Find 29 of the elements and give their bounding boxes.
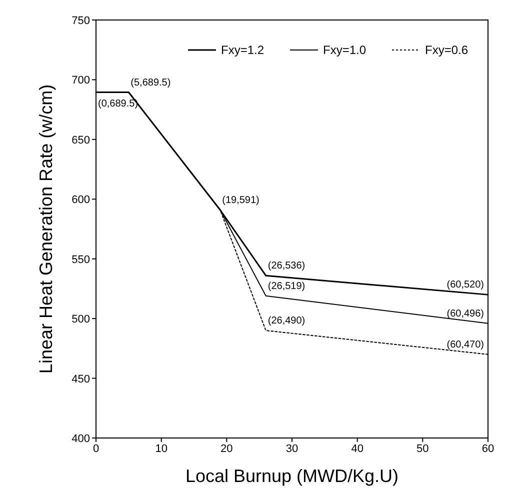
y-tick-label: 500 bbox=[72, 314, 90, 326]
x-axis-title: Local Burnup (MWD/Kg.U) bbox=[185, 466, 399, 486]
annotation: (0,689.5) bbox=[98, 98, 138, 110]
legend-label: Fxy=1.2 bbox=[221, 43, 264, 57]
y-tick-label: 550 bbox=[72, 254, 90, 266]
annotation: (60,496) bbox=[446, 308, 484, 320]
y-tick-label: 700 bbox=[72, 74, 90, 87]
annotation: (26,490) bbox=[268, 316, 306, 327]
annotation: (5,689.5) bbox=[130, 77, 171, 88]
annotation: (60,470) bbox=[446, 339, 484, 350]
x-tick-label: 10 bbox=[155, 443, 168, 455]
legend-label: Fxy=0.6 bbox=[425, 43, 468, 57]
y-tick-label: 650 bbox=[72, 134, 90, 146]
y-axis-title: Linear Heat Generation Rate (w/cm) bbox=[36, 84, 56, 374]
annotation: (60,520) bbox=[446, 280, 484, 291]
x-tick-label: 40 bbox=[351, 443, 364, 455]
y-tick-label: 600 bbox=[72, 194, 90, 206]
y-tick-label: 400 bbox=[72, 433, 90, 445]
x-tick-label: 20 bbox=[220, 443, 233, 455]
x-tick-label: 30 bbox=[286, 443, 298, 455]
x-tick-label: 60 bbox=[482, 443, 494, 455]
y-tick-label: 450 bbox=[72, 373, 90, 386]
annotation: (26,536) bbox=[268, 260, 306, 272]
annotation: (19,591) bbox=[222, 194, 260, 206]
x-tick-label: 50 bbox=[416, 443, 429, 455]
x-tick-label: 0 bbox=[92, 443, 100, 455]
legend-label: Fxy=1.0 bbox=[323, 43, 366, 57]
y-tick-label: 750 bbox=[72, 15, 90, 27]
annotation: (26,519) bbox=[268, 280, 306, 292]
